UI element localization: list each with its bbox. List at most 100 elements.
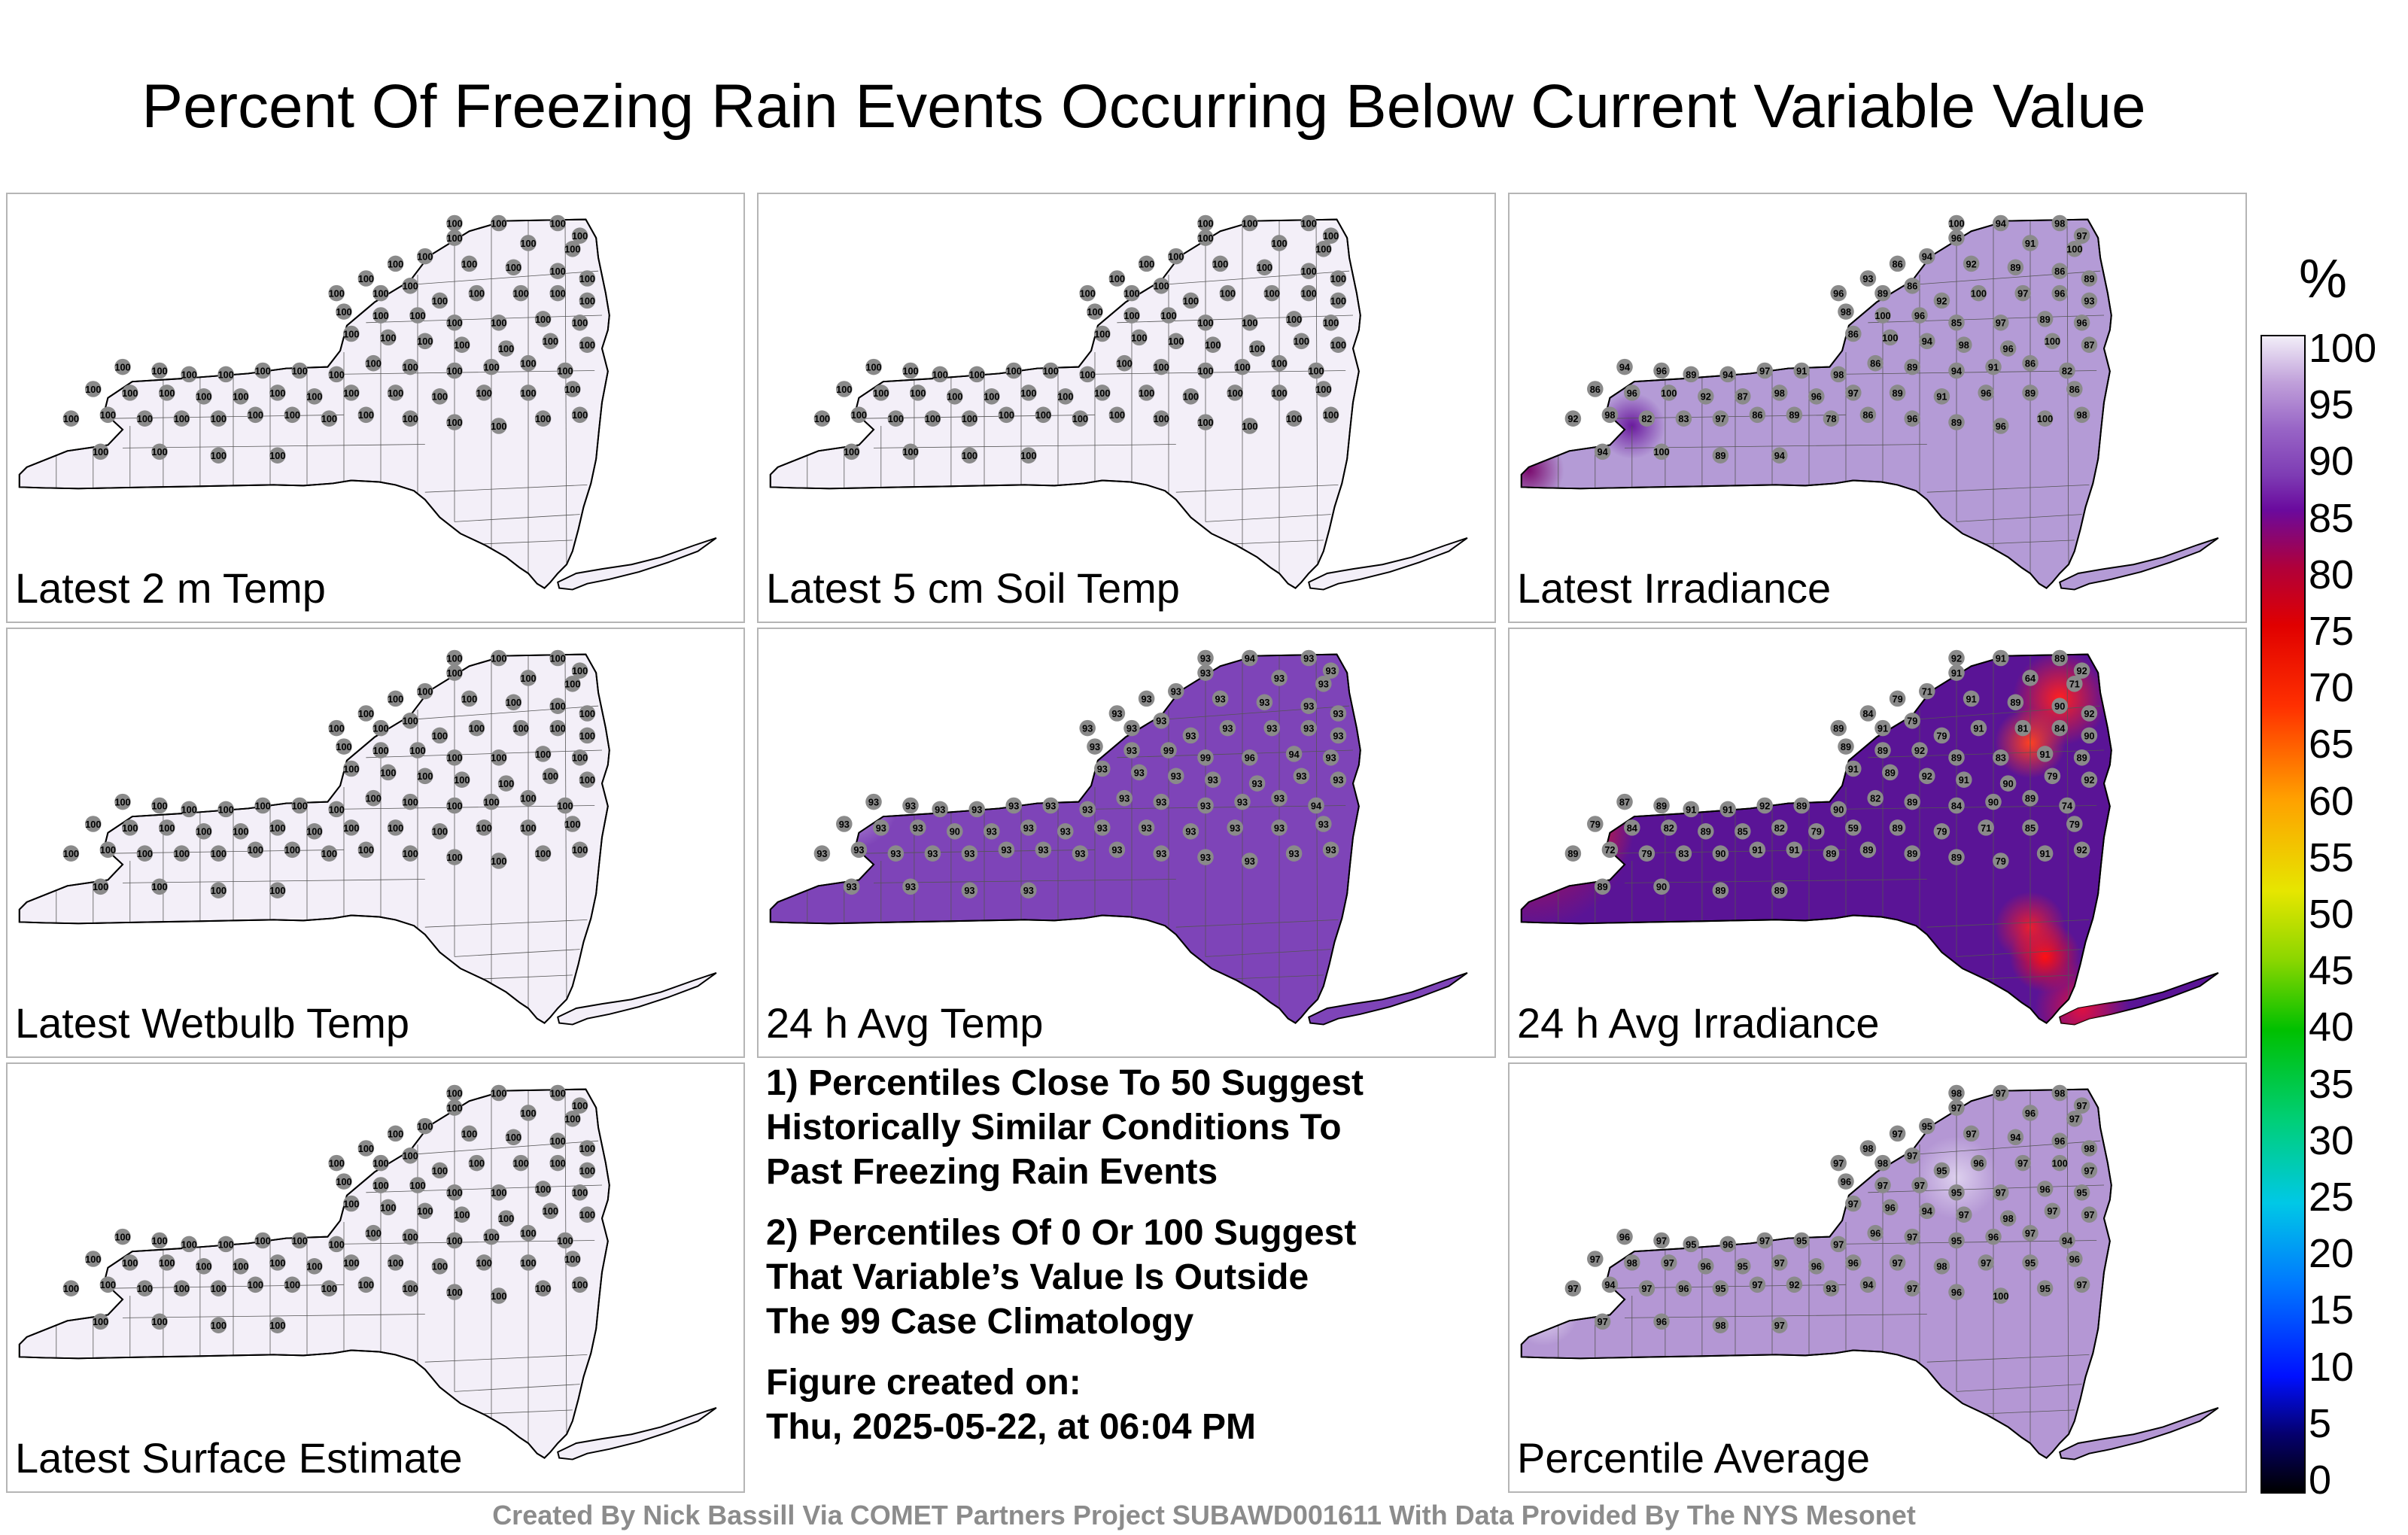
station-value: 98 [1833, 369, 1844, 380]
station-value: 100 [366, 358, 382, 369]
station-value: 96 [2040, 1184, 2051, 1195]
station-marker: 93 [887, 845, 905, 862]
station-value: 98 [2084, 1143, 2094, 1154]
station-marker: 94 [2007, 1129, 2024, 1146]
station-value: 89 [1907, 848, 1917, 859]
station-value: 100 [93, 881, 108, 892]
county-boundary [1175, 485, 1339, 493]
station-marker: 89 [2007, 694, 2024, 711]
station-marker: 89 [1889, 819, 1906, 836]
station-value: 96 [1811, 391, 1822, 403]
station-value: 84 [1951, 800, 1963, 811]
station-marker: 100 [520, 235, 537, 251]
station-value: 96 [1996, 421, 2006, 432]
station-value: 86 [1848, 328, 1859, 339]
station-marker: 100 [564, 381, 581, 397]
station-value: 97 [1996, 318, 2006, 329]
station-marker: 100 [372, 1177, 389, 1193]
station-value: 96 [1619, 1232, 1630, 1243]
station-marker: 100 [579, 270, 596, 287]
station-value: 93 [1097, 763, 1108, 774]
station-marker: 97 [1712, 410, 1729, 427]
station-marker: 93 [1042, 797, 1059, 814]
station-marker: 98 [1601, 406, 1619, 424]
station-value: 100 [513, 1158, 529, 1169]
station-value: 100 [380, 1202, 396, 1213]
station-value: 100 [159, 388, 175, 399]
station-marker: 94 [1859, 1276, 1877, 1293]
station-value: 94 [2010, 1132, 2021, 1143]
station-value: 100 [888, 413, 904, 424]
station-value: 100 [446, 1287, 462, 1298]
station-value: 100 [1971, 288, 1987, 299]
station-marker: 100 [984, 388, 1000, 405]
station-value: 100 [520, 388, 536, 399]
station-value: 93 [1082, 723, 1093, 734]
station-value: 100 [572, 1187, 588, 1199]
station-marker: 89 [2051, 649, 2068, 667]
station-value: 93 [1862, 273, 1873, 284]
station-value: 100 [1271, 238, 1287, 249]
station-value: 100 [1212, 258, 1228, 269]
station-marker: 100 [1182, 292, 1199, 309]
station-value: 100 [814, 413, 830, 424]
station-value: 100 [865, 362, 881, 373]
station-marker: 100 [336, 738, 352, 755]
station-marker: 100 [476, 819, 492, 836]
station-value: 89 [1893, 388, 1903, 399]
station-value: 100 [469, 288, 485, 299]
station-marker: 100 [579, 727, 596, 744]
station-value: 100 [255, 800, 271, 811]
station-value: 93 [1266, 723, 1277, 734]
station-marker: 100 [512, 284, 529, 302]
station-value: 87 [2084, 339, 2094, 351]
station-value: 100 [151, 1235, 167, 1246]
station-marker: 79 [2044, 768, 2061, 785]
station-marker: 100 [181, 1236, 197, 1253]
station-marker: 100 [1322, 227, 1339, 244]
station-marker: 100 [417, 682, 433, 700]
station-marker: 93 [910, 819, 926, 836]
station-marker: 93 [1094, 760, 1111, 777]
station-marker: 94 [1285, 746, 1303, 762]
station-value: 100 [1006, 365, 1022, 376]
station-value: 100 [321, 413, 337, 424]
station-marker: 93 [1168, 682, 1184, 700]
station-marker: 91 [1956, 771, 1972, 788]
station-marker: 100 [372, 742, 389, 758]
station-marker: 100 [159, 1254, 175, 1271]
station-marker: 86 [1889, 255, 1906, 272]
station-value: 100 [1661, 388, 1677, 399]
station-value: 97 [1833, 1239, 1844, 1250]
station-marker: 89 [2022, 789, 2039, 807]
station-value: 100 [925, 413, 941, 424]
station-value: 89 [1826, 848, 1836, 859]
station-marker: 100 [99, 1276, 117, 1293]
station-value: 84 [1862, 708, 1874, 719]
station-marker: 100 [2066, 241, 2083, 257]
station-value: 100 [336, 1176, 351, 1187]
station-value: 98 [1774, 388, 1785, 399]
station-value: 100 [454, 1209, 470, 1220]
station-marker: 100 [210, 1280, 227, 1296]
station-marker: 100 [431, 1258, 448, 1275]
station-marker: 64 [2022, 670, 2039, 686]
station-value: 96 [1951, 233, 1962, 244]
station-marker: 100 [446, 1099, 463, 1116]
station-value: 79 [2047, 771, 2057, 782]
station-marker: 93 [1197, 649, 1214, 667]
station-value: 93 [1333, 730, 1343, 741]
station-value: 93 [1200, 852, 1211, 863]
station-value: 100 [372, 310, 388, 321]
station-marker: 92 [1948, 649, 1965, 667]
station-value: 100 [1286, 413, 1302, 424]
station-value: 100 [446, 417, 462, 428]
colorbar-tick-label: 5 [2309, 1400, 2332, 1446]
station-value: 100 [151, 800, 167, 811]
state-border [1520, 1088, 2112, 1459]
station-value: 100 [1323, 318, 1339, 329]
station-value: 97 [1656, 1235, 1667, 1246]
station-marker: 94 [1919, 248, 1935, 265]
station-value: 100 [196, 1261, 211, 1272]
station-value: 100 [564, 244, 580, 255]
